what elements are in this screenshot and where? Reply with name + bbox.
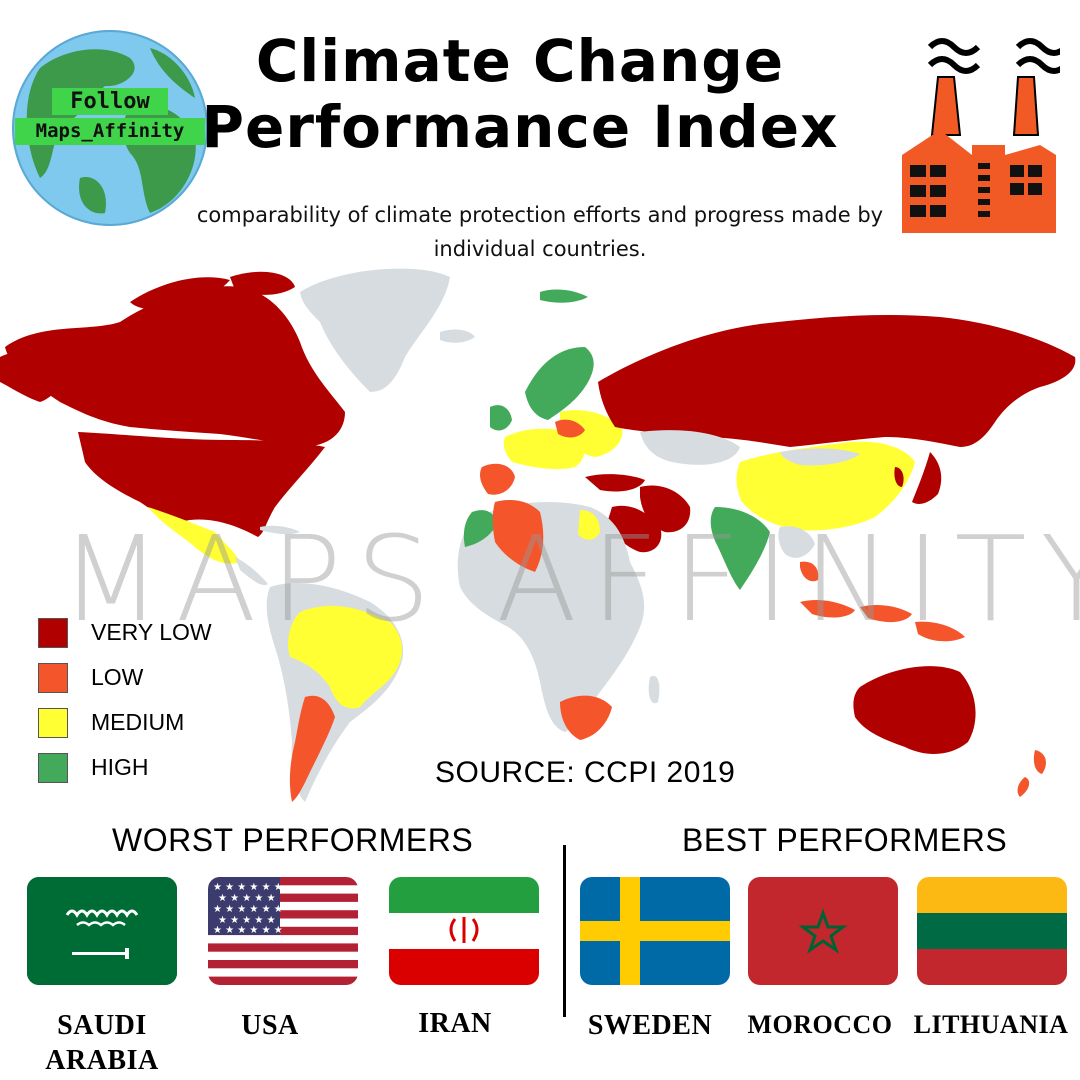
- legend-swatch: [38, 662, 68, 693]
- country-name-line: ARABIA: [45, 1045, 159, 1076]
- map-india: [710, 507, 770, 590]
- map-china: [736, 441, 915, 531]
- svg-text:★ ★ ★ ★ ★ ★: ★ ★ ★ ★ ★ ★: [213, 882, 283, 893]
- legend-swatch: [38, 752, 68, 783]
- legend-label: MEDIUM: [91, 709, 185, 735]
- subtitle-line2: individual countries.: [433, 237, 647, 261]
- country-name-saudi-arabia: SAUDI ARABIA: [27, 1008, 177, 1078]
- map-algeria: [492, 500, 544, 572]
- legend-label: LOW: [91, 664, 144, 690]
- iran-flag-icon: [389, 877, 539, 985]
- badge-line2-bg: [15, 118, 205, 145]
- page-title: Climate Change Performance Index: [200, 28, 840, 160]
- badge-line1-bg: [52, 88, 168, 115]
- subtitle: comparability of climate protection effo…: [190, 198, 890, 266]
- map-usa: [78, 432, 325, 537]
- map-japan: [912, 452, 942, 505]
- map-mexico: [148, 507, 240, 564]
- legend-item-very-low: VERY LOW: [38, 610, 212, 655]
- map-sweden: [525, 347, 594, 420]
- map-africa: [457, 502, 645, 732]
- saudi-arabia-flag-icon: [27, 877, 177, 985]
- legend-label: VERY LOW: [91, 619, 212, 645]
- sweden-flag-icon: [580, 877, 730, 985]
- map-russia: [598, 314, 1076, 447]
- lithuania-flag-icon: [917, 877, 1067, 985]
- map-canada: [5, 286, 345, 447]
- svg-text:★ ★ ★ ★ ★: ★ ★ ★ ★ ★: [218, 915, 276, 926]
- map-greenland: [300, 268, 450, 392]
- factory-icon: [900, 25, 1069, 235]
- usa-flag-icon: ★ ★ ★ ★ ★ ★ ★ ★ ★ ★ ★ ★ ★ ★ ★ ★ ★ ★ ★ ★ …: [208, 877, 358, 985]
- title-line2: Performance Index: [201, 93, 839, 161]
- legend-item-medium: MEDIUM: [38, 700, 212, 745]
- country-name-iran: IRAN: [418, 1008, 492, 1039]
- country-name-line: SAUDI: [57, 1010, 147, 1041]
- section-divider: [563, 845, 566, 1017]
- map-australia: [853, 666, 976, 754]
- legend-item-low: LOW: [38, 655, 212, 700]
- world-map: [0, 262, 1080, 807]
- country-name-sweden: SWEDEN: [587, 1010, 713, 1041]
- map-argentina: [289, 695, 335, 802]
- legend-label: HIGH: [91, 754, 149, 780]
- svg-text:★ ★ ★ ★ ★: ★ ★ ★ ★ ★: [218, 893, 276, 904]
- map-iberia: [480, 463, 515, 495]
- subtitle-line1: comparability of climate protection effo…: [196, 203, 884, 227]
- source-label: SOURCE: CCPI 2019: [435, 756, 736, 789]
- country-name-usa: USA: [241, 1010, 299, 1041]
- worst-performers-title: WORST PERFORMERS: [112, 822, 474, 858]
- legend-swatch: [38, 617, 68, 648]
- badge-line2: Maps_Affinity: [35, 120, 185, 142]
- map-brazil: [288, 605, 402, 709]
- map-morocco: [463, 510, 497, 547]
- title-line1: Climate Change: [255, 27, 785, 95]
- map-legend: VERY LOW LOW MEDIUM HIGH: [38, 610, 212, 790]
- map-indonesia: [800, 599, 855, 618]
- best-performers-title: BEST PERFORMERS: [682, 822, 1008, 858]
- svg-text:★ ★ ★ ★ ★ ★: ★ ★ ★ ★ ★ ★: [213, 925, 283, 936]
- badge-line1: Follow: [70, 89, 150, 114]
- legend-swatch: [38, 707, 68, 738]
- country-name-lithuania: LITHUANIA: [913, 1010, 1069, 1039]
- map-uk: [490, 405, 512, 431]
- legend-item-high: HIGH: [38, 745, 212, 790]
- morocco-flag-icon: [748, 877, 898, 985]
- svg-text:★ ★ ★ ★ ★ ★: ★ ★ ★ ★ ★ ★: [213, 904, 283, 915]
- map-south-africa: [560, 695, 612, 740]
- map-europe-west: [503, 428, 585, 470]
- country-name-morocco: MOROCCO: [747, 1010, 893, 1039]
- follow-badge[interactable]: Follow Maps_Affinity: [10, 28, 210, 228]
